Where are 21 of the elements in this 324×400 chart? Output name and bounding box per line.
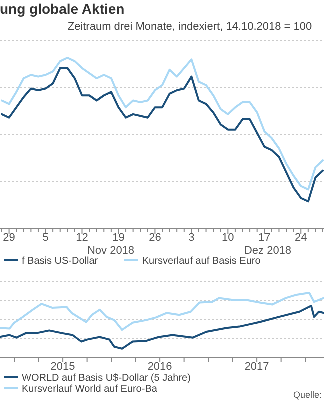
legend-label: f Basis US-Dollar xyxy=(22,256,99,267)
legend-label: WORLD auf Basis U$-Dollar (5 Jahre) xyxy=(22,373,191,384)
legend-label: Kursverlauf auf Basis Euro xyxy=(142,256,262,267)
x-tick-label: 17 xyxy=(258,232,271,244)
source-note: Quelle: xyxy=(293,390,322,400)
x-tick-label: 24 xyxy=(294,232,308,244)
chart-subtitle: Zeitraum drei Monate, indexiert, 14.10.2018 = 100 xyxy=(68,21,312,33)
x-tick-label: 2016 xyxy=(148,361,172,373)
x-tick-label: 12 xyxy=(76,232,88,244)
text: Nov 2018 xyxy=(87,245,135,257)
text: Dez 2018 xyxy=(244,245,292,257)
legend-label: Kursverlauf World auf Euro-Ba xyxy=(22,384,158,395)
x-tick-label: 3 xyxy=(188,232,195,244)
chart-title: ung globale Aktien xyxy=(0,1,125,17)
x-tick-label: 10 xyxy=(222,232,234,244)
x-tick-label: 2015 xyxy=(50,361,76,373)
x-tick-label: 19 xyxy=(112,232,125,244)
x-tick-label: 5 xyxy=(42,232,49,244)
x-tick-label: 26 xyxy=(149,232,162,244)
x-tick-label: 2017 xyxy=(244,361,270,373)
x-tick-label: 29 xyxy=(3,232,16,244)
